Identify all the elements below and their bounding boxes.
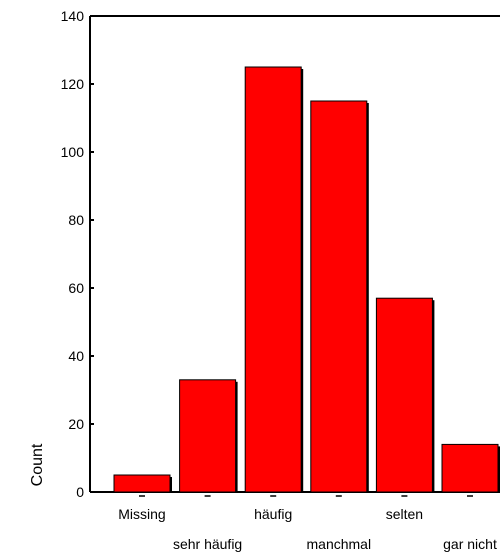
x-category-label: manchmal [307,536,372,552]
y-tick-label: 120 [61,76,85,92]
y-tick-label: 140 [61,8,85,24]
y-tick-label: 40 [68,348,84,364]
bar [244,66,302,493]
bars-group [113,66,500,493]
bar [441,443,499,493]
bar [179,379,237,493]
x-category-label: sehr häufig [173,536,242,552]
y-tick-label: 60 [68,280,84,296]
y-axis-title: Count [29,443,46,486]
bar [375,297,433,493]
bar [113,474,171,493]
x-category-label: Missing [118,506,165,522]
x-axis-ticks: Missing sehr häufig häufig manchmal selten ga… [118,495,497,552]
x-category-label: gar nicht [443,536,497,552]
y-tick-label: 100 [61,144,85,160]
bar [310,100,368,493]
y-tick-label: 80 [68,212,84,228]
y-tick-label: 0 [76,484,84,500]
x-category-label: häufig [254,506,292,522]
y-axis-ticks: 0 20 40 60 80 100 120 140 [61,8,94,500]
x-category-label: selten [386,506,423,522]
y-tick-label: 20 [68,416,84,432]
